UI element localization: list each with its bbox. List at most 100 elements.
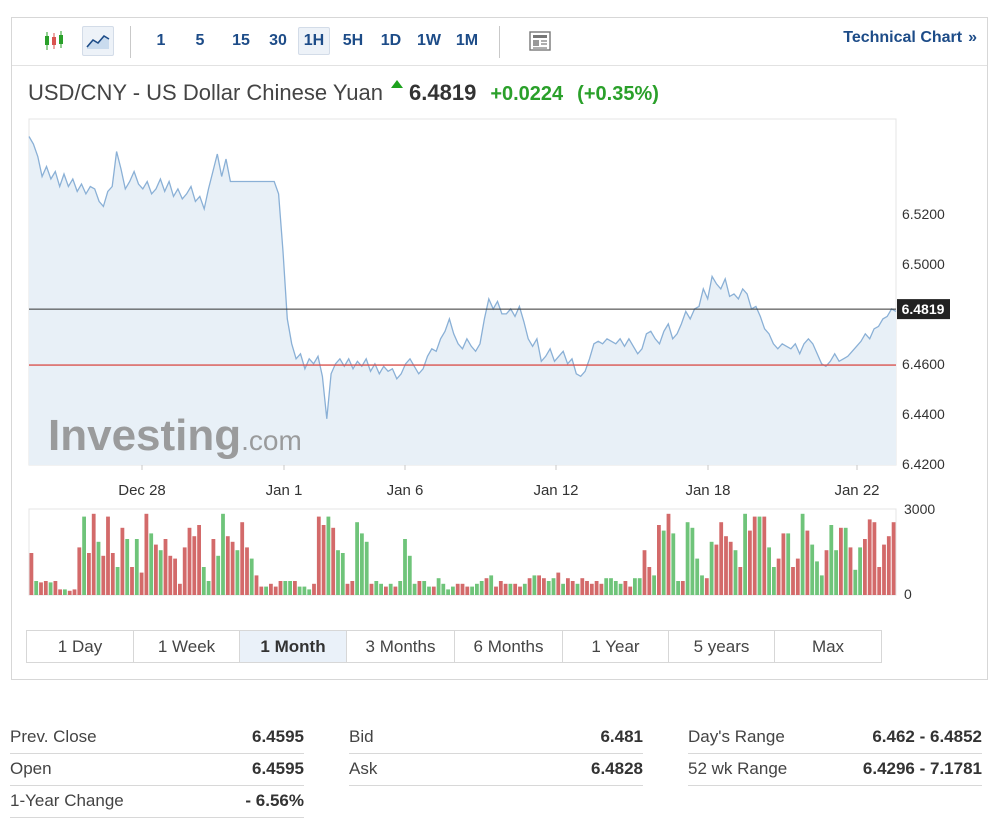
newspaper-icon[interactable] [524,26,556,56]
volume-bar [475,583,479,595]
volume-bar [87,553,91,595]
volume-bar [407,555,412,595]
volume-bar [465,586,470,595]
stat-label: 52 wk Range [688,759,788,778]
volume-bar [436,578,441,595]
stat-label: Ask [349,759,378,778]
volume-bar [585,581,589,595]
timeframe-5h-button[interactable]: 5H [342,32,364,49]
volume-bar [776,558,781,595]
volume-bar [201,567,206,595]
timeframe-1h-button[interactable]: 1H [298,27,330,55]
volume-bar [340,553,345,595]
stat-value: 6.481 [600,727,643,746]
technical-chart-link[interactable]: Technical Chart » [843,29,977,47]
volume-bar [733,550,738,595]
volume-bar [211,539,216,595]
volume-bar [82,516,86,595]
volume-bar [767,547,771,595]
range-1-year-button[interactable]: 1 Year [563,631,669,662]
volume-bar [858,547,862,595]
volume-bar [494,586,498,595]
stat-value: - 6.56% [245,791,304,810]
timeframe-5-button[interactable]: 5 [195,32,205,49]
volume-bar [163,539,168,595]
volume-bar [288,581,292,595]
stat-value: 6.462 - 6.4852 [872,727,982,746]
volume-bar [743,513,747,595]
range-1-week-button[interactable]: 1 Week [134,631,240,662]
timeframe-1m-button[interactable]: 1M [455,32,479,49]
volume-bar [556,572,561,595]
watermark-brand: Investing [48,411,241,460]
area-chart-icon[interactable] [82,26,114,56]
volume-bar [455,583,460,595]
volume-bar [379,583,383,595]
volume-bar [388,583,393,595]
volume-bar [96,541,101,595]
volume-bar [43,581,48,595]
range-max-button[interactable]: Max [811,637,845,656]
range-1-day-button[interactable]: 1 Day [27,631,134,662]
x-tick-label: Dec 28 [118,482,166,499]
volume-bar [412,583,417,595]
range-1-month-button[interactable]: 1 Month [240,631,347,662]
volume-bar [125,539,130,595]
technical-chart-label: Technical Chart [843,29,963,46]
timeframe-1-button[interactable]: 1 [156,32,166,49]
volume-bar [886,536,891,595]
stat-prev-close: Prev. Close 6.4595 [10,722,304,754]
volume-bar [29,553,34,595]
volume-bar [269,583,273,595]
candlestick-icon[interactable] [38,26,70,56]
volume-bar [336,550,340,595]
range-6-months-button[interactable]: 6 Months [455,631,563,662]
volume-bar [633,578,637,595]
volume-bar [245,547,249,595]
range-3-months-button[interactable]: 3 Months [347,631,455,662]
volume-bar [709,541,714,595]
volume-bar [551,578,556,595]
volume-bar [566,578,570,595]
volume-bar [628,586,633,595]
volume-bar [67,590,72,595]
volume-bar [312,583,316,595]
chart-widget: 1 5 15 30 1H 5H 1D 1W 1M Technical Chart» USD/CN… [11,17,988,680]
volume-bar [77,547,82,595]
stat-label: Open [10,759,52,778]
stat-value: 6.4828 [591,759,643,778]
range-5-years-button[interactable]: 5 years [669,631,775,662]
volume-bar [374,581,379,595]
instrument-name: USD/CNY - US Dollar Chinese Yuan [28,80,384,105]
volume-bar [422,581,427,595]
volume-bar [149,533,154,595]
volume-bar [484,578,489,595]
stat-52wk-range: 52 wk Range 6.4296 - 7.1781 [688,754,982,786]
volume-bar [819,575,824,595]
volume-bar [197,525,201,595]
volume-bar [724,536,728,595]
timeframe-15-button[interactable]: 15 [232,32,250,49]
y-tick-label: 6.4200 [902,456,945,472]
price-chart[interactable]: Dec 28 Jan 1 Jan 6 Jan 12 Jan 18 Jan 22 Invest… [12,18,987,618]
volume-bar [580,578,585,595]
volume-bar [508,583,513,595]
x-tick-label: Jan 6 [387,482,424,499]
volume-bar [666,513,671,595]
timeframe-30-button[interactable]: 30 [269,32,287,49]
price-area [29,136,896,465]
timeframe-1d-button[interactable]: 1D [380,32,402,49]
timeframe-1w-button[interactable]: 1W [417,32,441,49]
volume-bar [599,583,604,595]
volume-bar [805,530,810,595]
volume-bar [503,583,508,595]
volume-bar [795,558,800,595]
volume-bar [216,555,221,595]
volume-bar [168,555,173,595]
volume-bar [877,567,882,595]
up-arrow-icon [391,80,404,88]
volume-bar [690,527,695,595]
volume-bar [364,541,369,595]
volume-bar [839,527,843,595]
volume-bar [259,586,264,595]
